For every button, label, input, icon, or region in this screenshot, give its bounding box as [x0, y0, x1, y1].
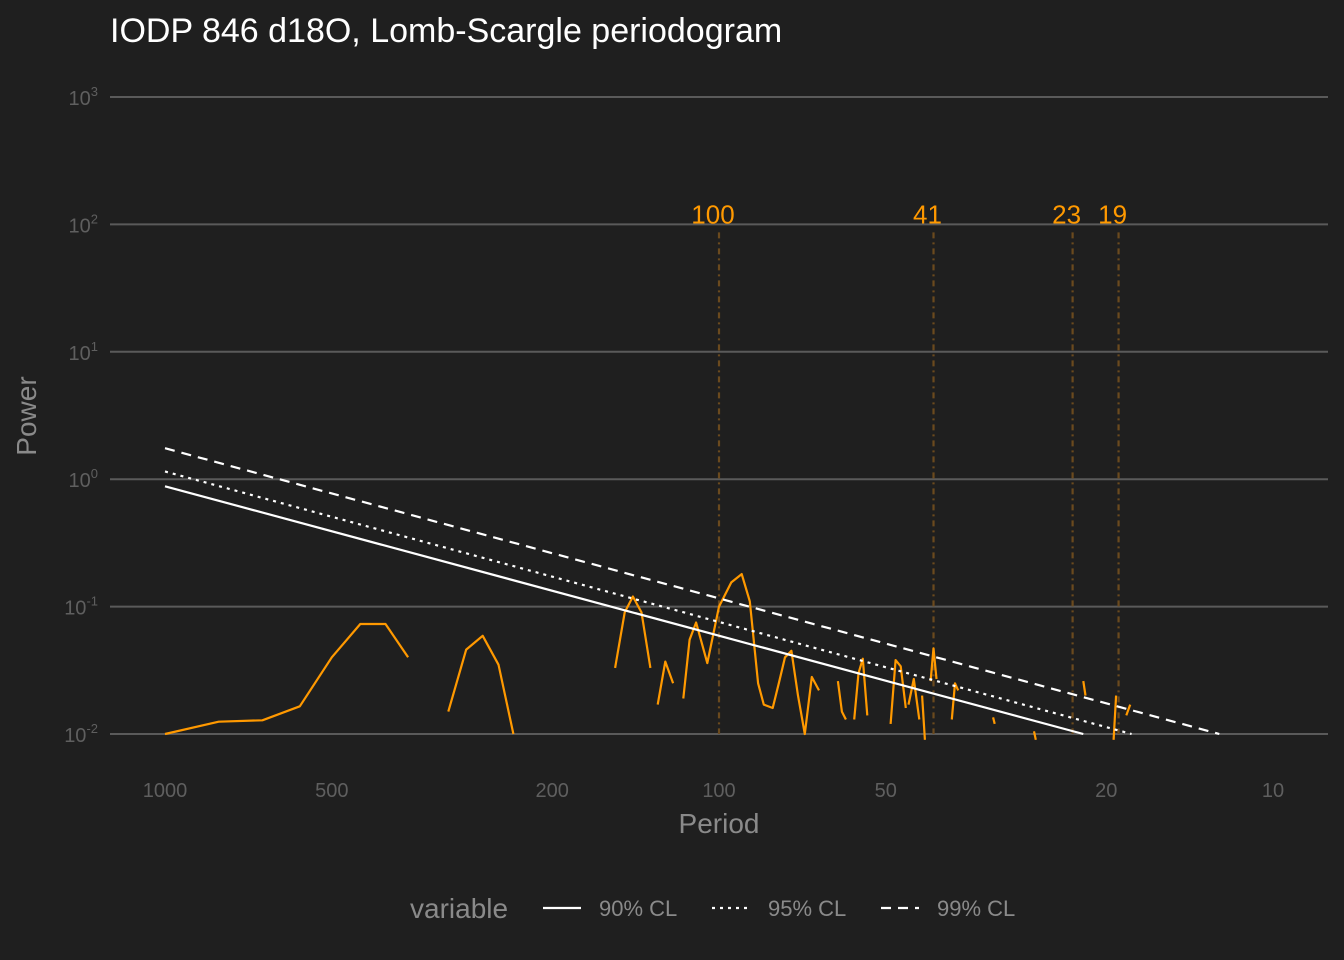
x-tick-label: 200	[536, 780, 569, 802]
chart-title: IODP 846 d18O, Lomb-Scargle periodogram	[110, 12, 782, 50]
spectrum-segment	[1082, 680, 1087, 696]
y-tick-label: 101	[69, 339, 98, 365]
confidence-line	[164, 447, 1220, 736]
x-tick-label: 50	[875, 780, 897, 802]
confidence-lines	[164, 447, 1220, 736]
y-tick-label: 10-2	[64, 721, 98, 747]
y-tick-label: 103	[69, 84, 98, 110]
legend: variable 90% CL 95% CL 99% CL	[410, 893, 1015, 924]
y-tick-exponent: -2	[86, 721, 98, 736]
y-tick-base: 10	[64, 598, 86, 620]
spectrum-segment	[682, 572, 820, 736]
spectrum-segment	[614, 595, 652, 669]
spectrum-segment	[921, 695, 926, 740]
spectrum-segment	[889, 658, 907, 724]
y-tick-base: 10	[64, 725, 86, 747]
x-tick-label: 1000	[143, 780, 188, 802]
y-tick-exponent: 1	[91, 339, 98, 354]
grid-lines	[110, 96, 1328, 735]
y-tick-base: 10	[69, 343, 91, 365]
x-tick-label: 10	[1262, 780, 1284, 802]
legend-label: 95% CL	[768, 896, 846, 921]
y-tick-label: 102	[69, 211, 98, 237]
peak-markers: 100 41 23 19	[691, 199, 1127, 734]
confidence-line	[164, 470, 1132, 736]
spectrum-line	[164, 572, 1132, 741]
y-tick-exponent: 0	[91, 466, 98, 481]
spectrum-segment	[447, 634, 515, 735]
x-axis-ticks: 1000 500 200 100 50 20 10	[143, 780, 1284, 802]
legend-label: 90% CL	[599, 896, 677, 921]
spectrum-segment	[1032, 731, 1037, 741]
y-tick-label: 10-1	[64, 594, 98, 620]
legend-title: variable	[410, 893, 508, 924]
peak-label: 23	[1052, 199, 1081, 229]
y-tick-exponent: -1	[86, 594, 98, 609]
spectrum-segment	[164, 622, 410, 736]
y-axis-title: Power	[11, 376, 42, 455]
spectrum-segment	[950, 682, 960, 720]
y-tick-exponent: 3	[91, 84, 98, 99]
x-tick-label: 100	[702, 780, 735, 802]
y-tick-base: 10	[69, 470, 91, 492]
y-tick-base: 10	[69, 215, 91, 237]
spectrum-segment	[1125, 704, 1132, 716]
confidence-line	[164, 485, 1084, 736]
peak-label: 100	[691, 199, 734, 229]
x-tick-label: 500	[315, 780, 348, 802]
spectrum-segment	[1112, 695, 1118, 740]
spectrum-segment	[929, 647, 938, 682]
spectrum-segment	[836, 680, 847, 720]
spectrum-segment	[853, 657, 869, 720]
peak-label: 19	[1098, 199, 1127, 229]
spectrum-segment	[907, 677, 921, 720]
legend-label: 99% CL	[937, 896, 1015, 921]
y-tick-exponent: 2	[91, 211, 98, 226]
spectrum-segment	[656, 660, 675, 705]
x-tick-label: 20	[1095, 780, 1117, 802]
x-axis-title: Period	[679, 808, 760, 839]
y-tick-base: 10	[69, 88, 91, 110]
peak-label: 41	[913, 199, 942, 229]
spectrum-segment	[992, 717, 996, 725]
y-tick-label: 100	[69, 466, 98, 492]
